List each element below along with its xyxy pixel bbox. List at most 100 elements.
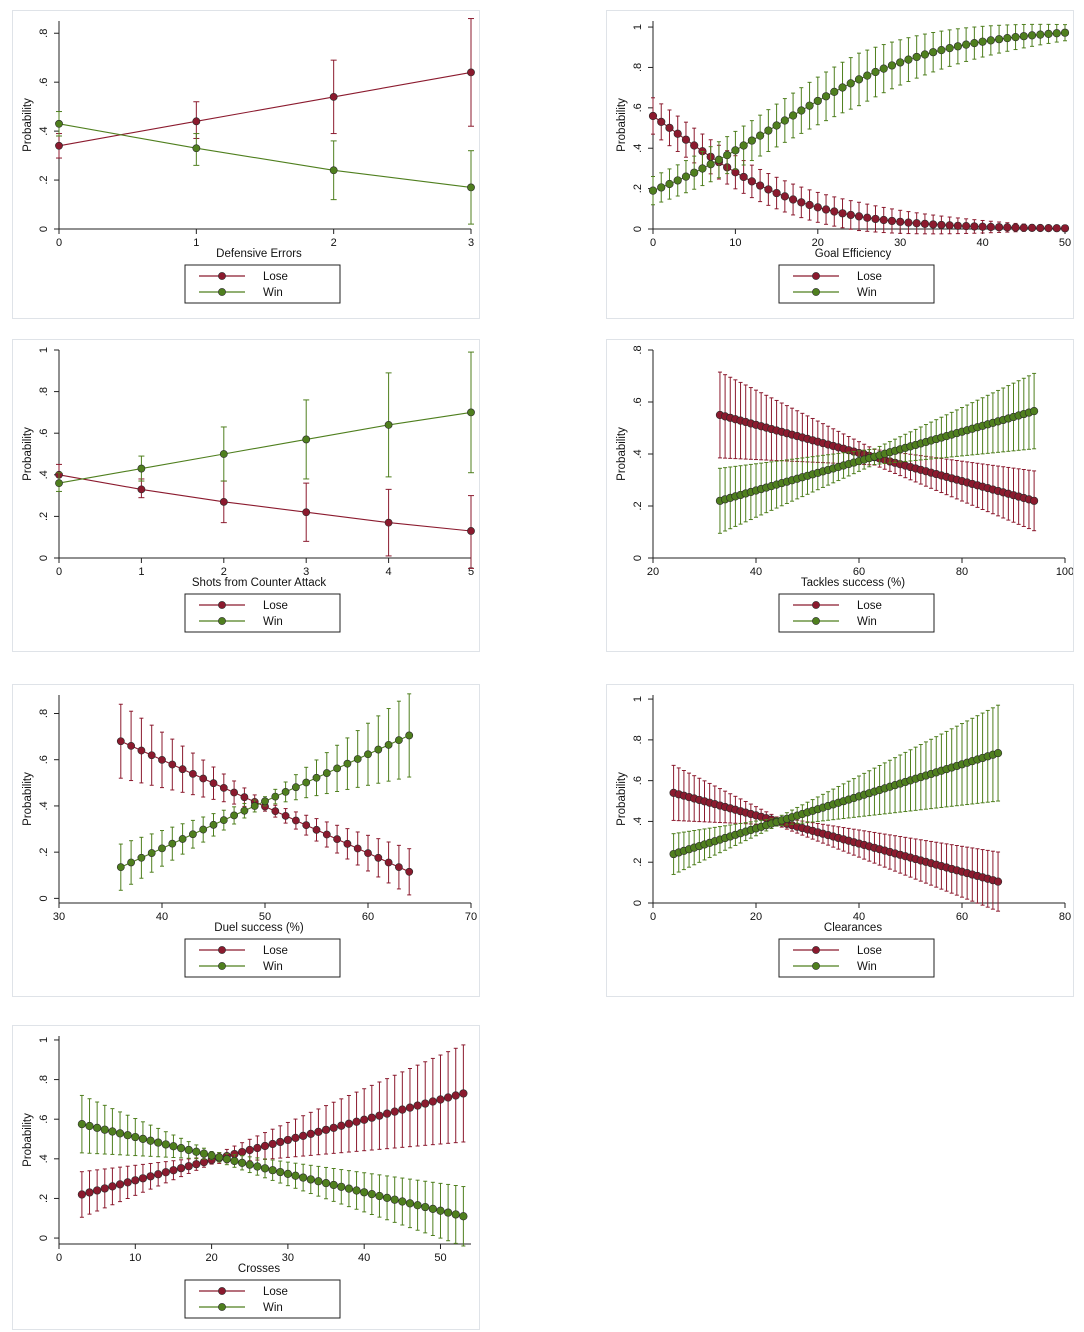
chart-panel-clearances: 0 .2 .4 .6 .8 1 0 20 40 60 80 Clearances Probability… [606, 684, 1074, 997]
y-tick-label: .2 [38, 512, 50, 521]
data-point [830, 87, 839, 96]
data-point [698, 164, 707, 173]
data-point [1027, 223, 1037, 232]
data-point [184, 1145, 193, 1155]
y-tick-label: 0 [38, 1235, 50, 1241]
series-lose [715, 371, 1039, 532]
data-point [764, 185, 773, 194]
data-point [138, 1134, 148, 1143]
data-point [85, 1188, 94, 1197]
y-tick-label: .4 [632, 817, 644, 826]
data-point [413, 1101, 422, 1110]
data-point [374, 853, 383, 862]
y-axis-label: Probability [616, 427, 628, 481]
data-point [123, 1178, 132, 1187]
y-tick-label: 0 [38, 895, 50, 901]
data-point [657, 183, 666, 192]
x-tick-label: 2 [221, 566, 227, 578]
x-tick-label: 0 [650, 911, 656, 923]
x-axis-label: Duel success (%) [214, 922, 304, 934]
data-point [154, 1170, 163, 1179]
x-tick-label: 4 [386, 566, 392, 578]
legend-marker-lose [218, 601, 226, 609]
data-point [137, 746, 146, 755]
data-point [260, 1164, 270, 1173]
data-point [970, 222, 979, 231]
data-point [178, 835, 187, 843]
data-point [1003, 223, 1012, 232]
data-point [459, 1212, 468, 1221]
data-point [1060, 28, 1070, 37]
x-tick-label: 2 [331, 237, 337, 249]
legend: Lose Win [778, 593, 935, 633]
data-point [1036, 223, 1045, 233]
data-point [896, 217, 905, 226]
data-point [131, 1132, 140, 1142]
data-point [813, 203, 822, 212]
data-point [302, 435, 311, 444]
data-point [394, 736, 403, 745]
data-point [648, 111, 658, 121]
data-point [344, 1119, 354, 1128]
data-point [147, 849, 156, 857]
series-line [58, 411, 472, 484]
data-point [299, 1173, 308, 1182]
legend-marker-win [812, 617, 820, 625]
data-point [344, 1184, 354, 1193]
x-tick-label: 3 [468, 237, 474, 249]
data-point [467, 408, 475, 417]
data-point [329, 92, 338, 101]
data-point [384, 858, 393, 867]
chart-svg-shots-counter-attack: 0 .2 .4 .6 .8 1 0 1 2 3 4 5 Shots from Counter Attac… [22, 347, 475, 633]
legend-marker-win [218, 617, 226, 625]
data-point [788, 195, 798, 204]
x-tick-label: 80 [956, 566, 968, 578]
data-point [714, 155, 724, 164]
x-axis-label: Clearances [824, 922, 882, 934]
chart-panel-crosses: 0.2.4.6.8 1 0 10 20 30 40 50 Crosses Probability L… [12, 1025, 480, 1330]
data-point [322, 769, 331, 777]
chart-panel-tackles-success: 0 .2 .4 .6 .8 20 40 60 80 100 Tackles success (%) P… [606, 339, 1074, 652]
data-point [1044, 224, 1053, 233]
data-point [158, 755, 166, 764]
data-point [398, 1197, 407, 1206]
data-point [978, 37, 987, 46]
data-point [1030, 496, 1039, 505]
legend-label-win: Win [857, 616, 877, 628]
legend-box [778, 593, 935, 633]
data-point [209, 779, 218, 788]
data-point [690, 168, 699, 177]
data-point [337, 1121, 346, 1130]
legend-label-win: Win [263, 287, 283, 299]
data-point [929, 48, 938, 57]
y-tick-label: .8 [38, 29, 50, 38]
data-point [276, 1167, 285, 1177]
data-point [986, 222, 995, 232]
data-point [887, 61, 897, 70]
legend-box [184, 264, 341, 304]
legend: Lose Win [184, 593, 341, 633]
data-point [329, 1123, 338, 1132]
legend-marker-win [218, 1303, 226, 1311]
data-point [283, 1169, 292, 1178]
data-point [394, 863, 403, 872]
y-tick-label: .6 [38, 429, 50, 438]
data-point [747, 136, 756, 145]
data-point [384, 740, 393, 749]
data-point [739, 141, 748, 150]
legend: Lose Win [778, 938, 935, 978]
data-point [199, 1149, 209, 1158]
data-point [116, 863, 125, 872]
data-point [1060, 224, 1070, 233]
data-point [138, 1174, 148, 1183]
data-point [681, 135, 691, 144]
data-point [306, 1175, 315, 1184]
series-win [116, 693, 414, 891]
data-point [421, 1099, 430, 1108]
data-point [384, 518, 393, 527]
data-point [306, 1129, 315, 1138]
data-point [421, 1202, 430, 1212]
data-point [352, 1117, 361, 1126]
data-point [55, 119, 63, 128]
data-point [240, 793, 249, 802]
